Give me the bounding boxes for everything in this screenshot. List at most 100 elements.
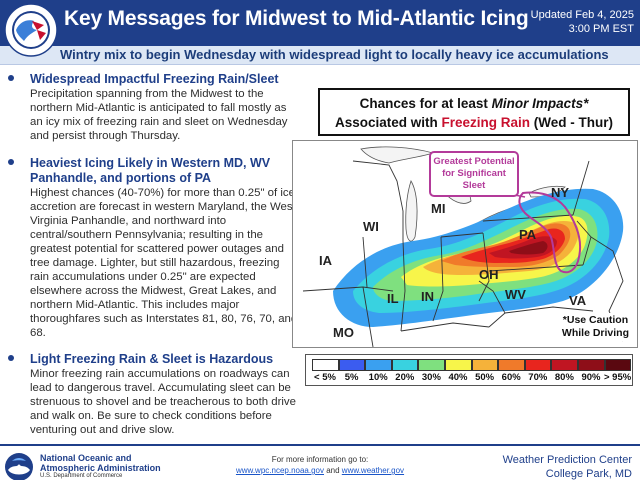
legend-label: 10% [368,372,388,383]
key-message-heading: Widespread Impactful Freezing Rain/Sleet [30,72,279,86]
state-label-wv: WV [505,287,526,302]
state-label-va: VA [569,293,587,308]
border-ny-vt [572,160,590,216]
legend-swatch [578,359,605,371]
sleet-callout: Greatest Potential for Significant Sleet [429,151,519,197]
wpc-location: College Park, MD [545,468,632,480]
legend-swatch [524,359,552,371]
legend-label: 70% [528,372,548,383]
state-label-mi: MI [431,201,446,216]
legend-label: > 95% [603,372,632,383]
sleet-outline [518,191,581,274]
border-pa-ny [482,214,574,222]
legend-label: 80% [554,372,574,383]
weather-gov-link[interactable]: www.weather.gov [341,466,405,475]
updated-timestamp: Updated Feb 4, 2025 3:00 PM EST [524,8,634,36]
legend-label: 40% [448,372,468,383]
state-label-wi: WI [363,219,379,234]
border-oh-pa [478,232,490,302]
legend-swatch [312,359,339,371]
key-message-2: Heaviest Icing Likely in Western MD, WV … [8,156,298,340]
map-title-line-2: Associated with Freezing Rain (Wed - Thu… [320,113,628,132]
border-va [504,306,594,314]
border-wi-mi [352,160,404,241]
legend-swatch [391,359,419,371]
header-bar: Key Messages for Midwest to Mid-Atlantic… [0,0,640,46]
noaa-department: U.S. Department of Commerce [40,473,123,479]
caution-line-2: While Driving [561,327,629,339]
key-message-body: Minor freezing rain accumulations on roa… [30,368,296,436]
lake-superior [360,146,435,164]
wpc-name: Weather Prediction Center [502,454,632,466]
noaa-logo-icon [5,453,33,480]
key-message-3: Light Freezing Rain & Sleet is Hazardous… [8,352,298,437]
border-wv [478,280,506,328]
footer: National Oceanic and Atmospheric Adminis… [0,444,640,480]
state-label-mo: MO [333,325,354,340]
state-label-ny: NY [551,185,570,200]
state-label-pa: PA [519,227,537,242]
map-title-prefix-2: Associated with [334,115,442,130]
lake-michigan [405,180,418,242]
wpc-credit: Weather Prediction Center College Park, … [503,453,632,480]
bullet-icon [8,75,14,81]
legend-swatch [471,359,499,371]
updated-date: Updated Feb 4, 2025 [530,9,634,21]
caution-line-1: *Use Caution [562,314,629,326]
legend-swatch [418,359,445,371]
legend-label: < 5% [314,372,336,383]
ice-probability-map: Greatest Potential for Significant Sleet… [292,140,638,348]
page-subtitle: Wintry mix to begin Wednesday with wides… [60,47,609,62]
legend-label: 20% [395,372,415,383]
state-label-oh: OH [479,267,499,282]
legend-label: 50% [475,372,495,383]
border-in-oh [432,236,444,322]
key-message-1: Widespread Impactful Freezing Rain/Sleet… [8,72,298,143]
caution-note: *Use Caution While Driving [559,313,631,341]
border-il-in [400,240,406,332]
noaa-name: National Oceanic and Atmospheric Adminis… [40,453,161,473]
bullet-icon [8,355,14,361]
legend-swatch [604,359,632,371]
page-title: Key Messages for Midwest to Mid-Atlantic… [64,7,529,30]
border-mi-oh [440,232,484,238]
wpc-link[interactable]: www.wpc.ncep.noaa.gov [235,466,324,475]
prob-area-90 [509,241,548,255]
key-message-heading: Light Freezing Rain & Sleet is Hazardous [30,352,274,366]
legend-swatch [365,359,392,371]
legend-swatch [445,359,472,371]
legend-swatch [338,359,366,371]
border-pa-md [488,264,584,272]
lake-ontario [528,185,566,198]
noaa-name-line-2: Atmospheric Administration [40,463,161,473]
noaa-name-line-1: National Oceanic and [40,453,132,463]
state-label-il: IL [387,291,399,306]
link-separator: and [324,466,342,475]
border-mo [362,286,374,347]
probability-legend: < 5% 5% 10% 20% 30% 40% 50% 60% 70% 80% 90% > 95% [305,354,633,386]
key-message-heading: Heaviest Icing Likely in Western MD, WV … [30,156,271,185]
subtitle-bar: Wintry mix to begin Wednesday with wides… [0,46,640,65]
border-ky [400,322,490,332]
map-title-emphasis: Minor Impacts* [491,96,589,111]
key-message-body: Highest chances (40-70%) for more than 0… [30,187,298,339]
legend-label: 60% [501,372,521,383]
more-info-label: For more information go to: [271,455,369,464]
legend-label: 30% [421,372,441,383]
legend-label: 90% [581,372,601,383]
border-ia-il [362,236,368,288]
state-label-in: IN [421,289,434,304]
legend-label: 5% [344,372,359,383]
map-title-suffix: (Wed - Thur) [530,115,614,130]
more-info: For more information go to: www.wpc.ncep… [210,454,430,476]
state-label-ia: IA [319,253,332,268]
map-graphic [293,141,637,347]
key-message-body: Precipitation spanning from the Midwest … [30,88,288,142]
map-title-box: Chances for at least Minor Impacts* Asso… [318,88,630,136]
map-title-line-1: Chances for at least Minor Impacts* [320,94,628,113]
bullet-icon [8,159,14,165]
nws-logo-icon [4,3,58,57]
more-info-links: www.wpc.ncep.noaa.gov and www.weather.go… [210,465,430,476]
map-title-prefix: Chances for at least [359,96,492,111]
